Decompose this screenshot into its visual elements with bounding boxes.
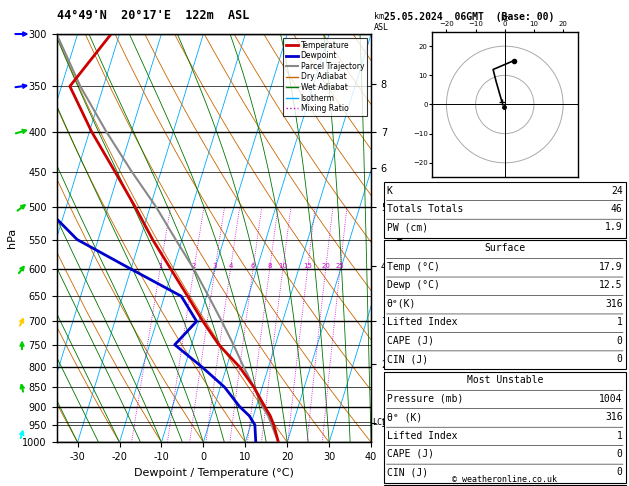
- Text: 1: 1: [617, 431, 623, 440]
- Text: 24: 24: [611, 186, 623, 195]
- Text: 17.9: 17.9: [599, 262, 623, 272]
- Text: Lifted Index: Lifted Index: [387, 431, 457, 440]
- Text: 316: 316: [605, 299, 623, 309]
- Text: 1004: 1004: [599, 394, 623, 403]
- Text: Pressure (mb): Pressure (mb): [387, 394, 463, 403]
- Text: km
ASL: km ASL: [374, 12, 389, 32]
- Text: 2: 2: [192, 263, 196, 269]
- Text: 4: 4: [228, 263, 233, 269]
- Text: 1: 1: [158, 263, 162, 269]
- Text: 0: 0: [617, 449, 623, 459]
- Text: 0: 0: [617, 468, 623, 477]
- Text: CAPE (J): CAPE (J): [387, 336, 434, 346]
- Text: CIN (J): CIN (J): [387, 354, 428, 364]
- Text: 12.5: 12.5: [599, 280, 623, 290]
- Text: Temp (°C): Temp (°C): [387, 262, 440, 272]
- Text: 316: 316: [605, 412, 623, 422]
- Y-axis label: hPa: hPa: [7, 228, 17, 248]
- Text: Surface: Surface: [484, 243, 525, 253]
- Text: Dewp (°C): Dewp (°C): [387, 280, 440, 290]
- Y-axis label: Mixing Ratio (g/kg): Mixing Ratio (g/kg): [394, 192, 404, 284]
- Text: PW (cm): PW (cm): [387, 223, 428, 232]
- Text: Totals Totals: Totals Totals: [387, 204, 463, 214]
- Text: 25.05.2024  06GMT  (Base: 00): 25.05.2024 06GMT (Base: 00): [384, 12, 554, 22]
- Legend: Temperature, Dewpoint, Parcel Trajectory, Dry Adiabat, Wet Adiabat, Isotherm, Mi: Temperature, Dewpoint, Parcel Trajectory…: [283, 38, 367, 116]
- X-axis label: kt: kt: [501, 15, 509, 23]
- Text: 0: 0: [617, 336, 623, 346]
- Text: K: K: [387, 186, 392, 195]
- X-axis label: Dewpoint / Temperature (°C): Dewpoint / Temperature (°C): [134, 468, 294, 478]
- Text: 8: 8: [267, 263, 272, 269]
- Text: θᵉ(K): θᵉ(K): [387, 299, 416, 309]
- Text: 25: 25: [336, 263, 345, 269]
- Text: LCL: LCL: [372, 417, 387, 427]
- Text: Most Unstable: Most Unstable: [467, 375, 543, 385]
- Text: 20: 20: [321, 263, 330, 269]
- Text: 10: 10: [279, 263, 287, 269]
- Text: 0: 0: [617, 354, 623, 364]
- Text: © weatheronline.co.uk: © weatheronline.co.uk: [452, 474, 557, 484]
- Text: 15: 15: [303, 263, 312, 269]
- Text: 1.9: 1.9: [605, 223, 623, 232]
- Text: CAPE (J): CAPE (J): [387, 449, 434, 459]
- Text: 46: 46: [611, 204, 623, 214]
- Text: θᵉ (K): θᵉ (K): [387, 412, 422, 422]
- Text: Lifted Index: Lifted Index: [387, 317, 457, 327]
- Text: 44°49'N  20°17'E  122m  ASL: 44°49'N 20°17'E 122m ASL: [57, 9, 249, 22]
- Text: 1: 1: [617, 317, 623, 327]
- Text: CIN (J): CIN (J): [387, 468, 428, 477]
- Text: 3: 3: [213, 263, 217, 269]
- Text: 6: 6: [251, 263, 255, 269]
